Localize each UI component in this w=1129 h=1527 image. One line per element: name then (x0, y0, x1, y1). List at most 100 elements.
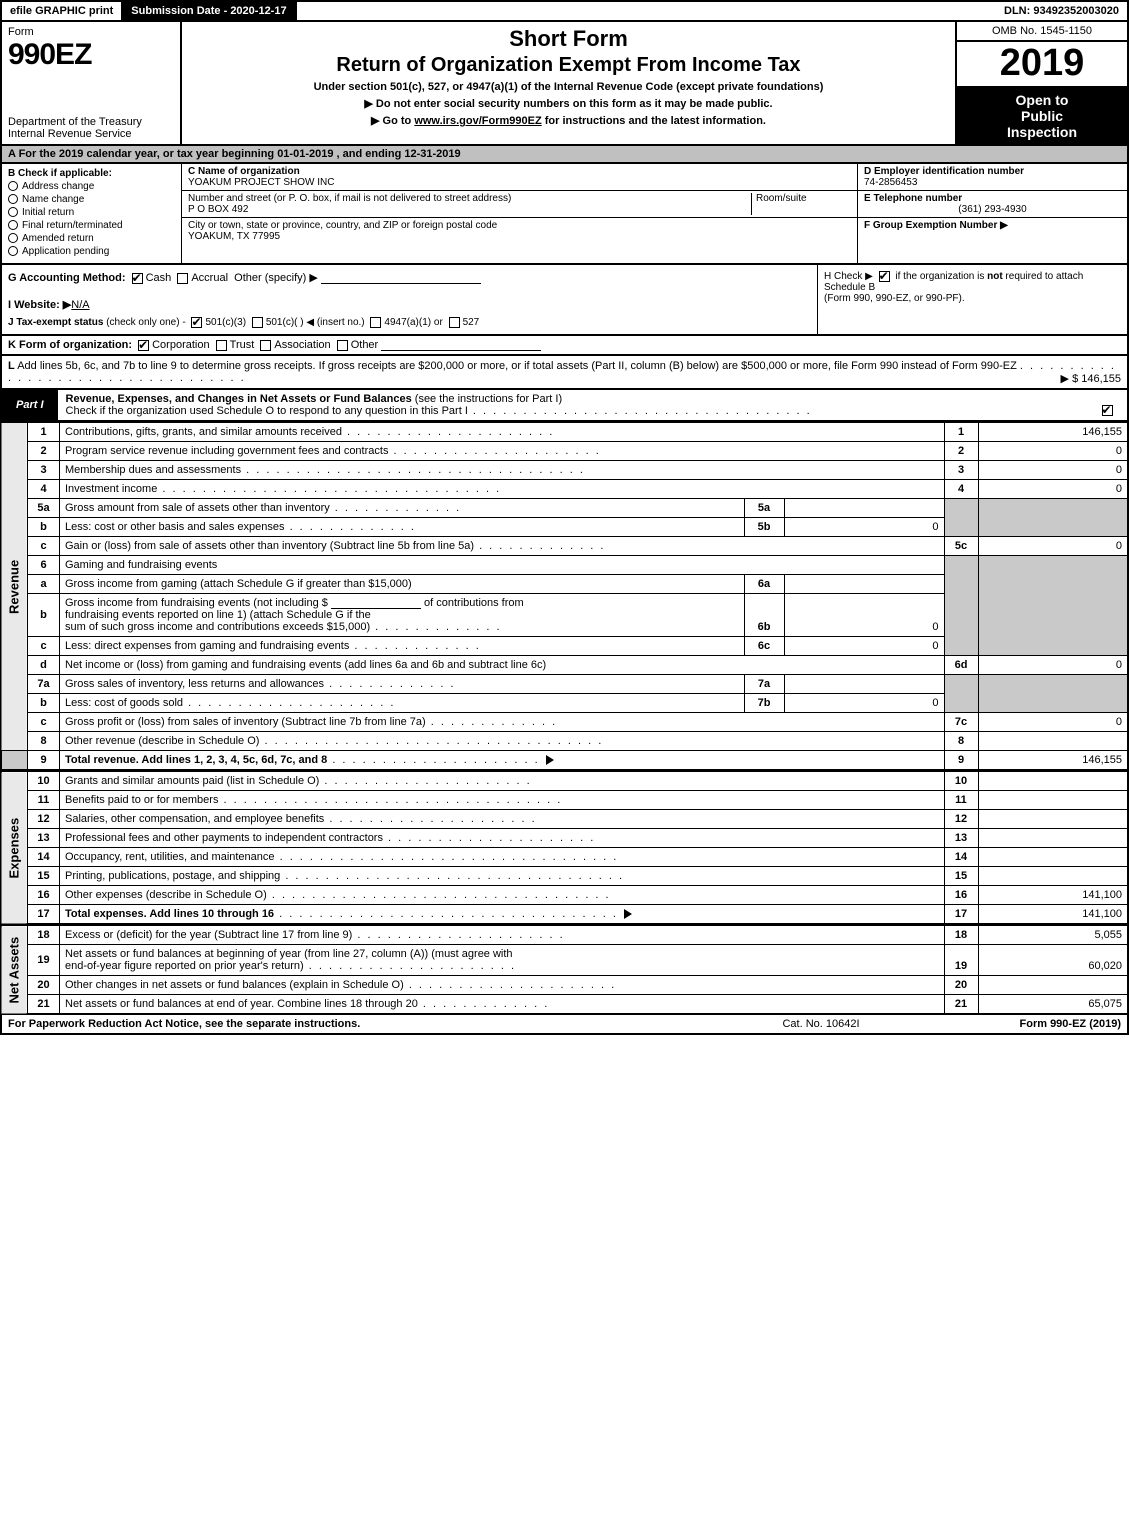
part1-title-note: (see the instructions for Part I) (412, 393, 562, 405)
footer-left: For Paperwork Reduction Act Notice, see … (8, 1018, 721, 1030)
k-assoc-label: Association (274, 339, 330, 351)
expenses-table: Expenses 10Grants and similar amounts pa… (0, 771, 1129, 925)
line-3-desc: Membership dues and assessments (65, 464, 241, 476)
line-4-amt: 0 (978, 480, 1128, 499)
g-accrual-checkbox[interactable] (177, 273, 188, 284)
return-title: Return of Organization Exempt From Incom… (190, 54, 947, 77)
col-b-header: B Check if applicable: (8, 168, 175, 179)
k-assoc-checkbox[interactable] (260, 340, 271, 351)
part1-checkbox-cell (1087, 390, 1127, 420)
netassets-side-label: Net Assets (1, 926, 28, 1015)
k-trust-label: Trust (230, 339, 255, 351)
c-name-row: C Name of organization YOAKUM PROJECT SH… (182, 164, 857, 191)
line-7c-amt: 0 (978, 713, 1128, 732)
line-10-desc: Grants and similar amounts paid (list in… (65, 775, 319, 787)
line-11-amt (978, 791, 1128, 810)
efile-print[interactable]: efile GRAPHIC print (2, 2, 123, 20)
g-other-input[interactable] (321, 272, 481, 284)
line-9-desc: Total revenue. Add lines 1, 2, 3, 4, 5c,… (65, 754, 327, 766)
under-section: Under section 501(c), 527, or 4947(a)(1)… (190, 81, 947, 93)
line-15-amt (978, 867, 1128, 886)
chk-application-pending[interactable]: Application pending (8, 246, 175, 257)
line-11-desc: Benefits paid to or for members (65, 794, 218, 806)
e-phone-label: E Telephone number (864, 193, 1121, 204)
line-6b-blank[interactable] (331, 597, 421, 609)
part1-title-bold: Revenue, Expenses, and Changes in Net As… (66, 393, 412, 405)
k-trust-checkbox[interactable] (216, 340, 227, 351)
h-block: H Check ▶ if the organization is not req… (817, 265, 1127, 334)
j-527-label: 527 (463, 317, 480, 328)
i-value: N/A (71, 299, 89, 311)
j-4947-checkbox[interactable] (370, 317, 381, 328)
line-5a-mini (784, 499, 944, 518)
c-addr-label: Number and street (or P. O. box, if mail… (188, 193, 751, 204)
dln: DLN: 93492352003020 (996, 2, 1127, 20)
g-cash-checkbox[interactable] (132, 273, 143, 284)
e-phone-value: (361) 293-4930 (864, 204, 1121, 215)
goto-link[interactable]: www.irs.gov/Form990EZ (414, 115, 541, 127)
chk-address-change[interactable]: Address change (8, 181, 175, 192)
line-21: 21Net assets or fund balances at end of … (1, 995, 1128, 1015)
h-checkbox[interactable] (879, 271, 890, 282)
j-501c3-label: 501(c)(3) (205, 317, 246, 328)
chk-name-change[interactable]: Name change (8, 194, 175, 205)
line-14: 14Occupancy, rent, utilities, and mainte… (1, 848, 1128, 867)
f-group-label: F Group Exemption Number ▶ (864, 220, 1008, 231)
g-accounting: G Accounting Method: Cash Accrual Other … (8, 271, 811, 284)
line-18-amt: 5,055 (978, 926, 1128, 945)
j-501c3-checkbox[interactable] (191, 317, 202, 328)
revenue-side-label: Revenue (1, 423, 28, 751)
chk-initial-return[interactable]: Initial return (8, 207, 175, 218)
chk-final-return[interactable]: Final return/terminated (8, 220, 175, 231)
part1-check-line: Check if the organization used Schedule … (66, 405, 468, 417)
line-9: 9Total revenue. Add lines 1, 2, 3, 4, 5c… (1, 751, 1128, 771)
k-other-label: Other (351, 339, 379, 351)
h-not: not (987, 271, 1003, 282)
c-city-label: City or town, state or province, country… (188, 220, 851, 231)
j-527-checkbox[interactable] (449, 317, 460, 328)
line-13-desc: Professional fees and other payments to … (65, 832, 383, 844)
top-bar: efile GRAPHIC print Submission Date - 20… (0, 0, 1129, 22)
chk-amended-return[interactable]: Amended return (8, 233, 175, 244)
line-6b-d1: Gross income from fundraising events (no… (65, 597, 328, 609)
line-20: 20Other changes in net assets or fund ba… (1, 976, 1128, 995)
line-1-desc: Contributions, gifts, grants, and simila… (65, 426, 342, 438)
line-6c-mini: 0 (784, 637, 944, 656)
goto-post: for instructions and the latest informat… (542, 115, 766, 127)
j-501c-checkbox[interactable] (252, 317, 263, 328)
k-other-checkbox[interactable] (337, 340, 348, 351)
line-6d-amt: 0 (978, 656, 1128, 675)
part1-checkbox[interactable] (1102, 405, 1113, 416)
line-1: Revenue 1 Contributions, gifts, grants, … (1, 423, 1128, 442)
l-label: L (8, 360, 15, 372)
i-website: I Website: ▶N/A (8, 298, 811, 311)
chk-amended-return-label: Amended return (22, 233, 94, 244)
line-5b-mini: 0 (784, 518, 944, 537)
j-4947-label: 4947(a)(1) or (384, 317, 442, 328)
line-1-amt: 146,155 (978, 423, 1128, 442)
topbar-spacer (297, 2, 996, 20)
i-label: I Website: ▶ (8, 299, 71, 311)
h-label: H Check ▶ (824, 271, 873, 282)
chk-application-pending-label: Application pending (22, 246, 109, 257)
dept-line2: Internal Revenue Service (8, 128, 174, 140)
dept-line1: Department of the Treasury (8, 116, 174, 128)
part1-dots (468, 405, 812, 417)
line-17-desc: Total expenses. Add lines 10 through 16 (65, 908, 274, 920)
line-16-amt: 141,100 (978, 886, 1128, 905)
line-6: 6Gaming and fundraising events (1, 556, 1128, 575)
h-txt3: (Form 990, 990-EZ, or 990-PF). (824, 293, 965, 304)
k-corp-checkbox[interactable] (138, 340, 149, 351)
line-6-desc: Gaming and fundraising events (60, 556, 945, 575)
goto-line: ▶ Go to www.irs.gov/Form990EZ for instru… (190, 114, 947, 127)
col-c: C Name of organization YOAKUM PROJECT SH… (182, 164, 857, 263)
line-16-desc: Other expenses (describe in Schedule O) (65, 889, 267, 901)
line-13: 13Professional fees and other payments t… (1, 829, 1128, 848)
k-other-input[interactable] (381, 339, 541, 351)
line-19: 19 Net assets or fund balances at beginn… (1, 945, 1128, 976)
chk-name-change-label: Name change (22, 194, 84, 205)
line-3: 3Membership dues and assessments30 (1, 461, 1128, 480)
line-12-desc: Salaries, other compensation, and employ… (65, 813, 324, 825)
l-text: Add lines 5b, 6c, and 7b to line 9 to de… (17, 360, 1017, 372)
e-phone: E Telephone number (361) 293-4930 (858, 191, 1127, 218)
